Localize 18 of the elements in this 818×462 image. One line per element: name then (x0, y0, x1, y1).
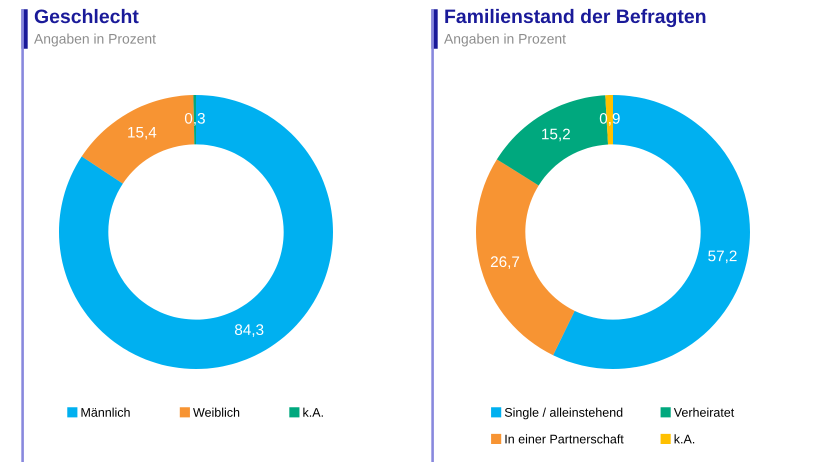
legend-label: k.A. (674, 434, 694, 444)
chart-title: Geschlecht (34, 8, 139, 24)
data-label: 15,2 (542, 128, 570, 142)
legend-label: In einer Partnerschaft (505, 434, 624, 444)
donut-slice (476, 159, 575, 356)
legend-label: Verheiratet (674, 408, 734, 417)
legend-label: Weiblich (193, 408, 240, 417)
data-label: 84,3 (234, 324, 264, 337)
data-label: 26,7 (490, 256, 520, 269)
chart-subtitle: Angaben in Prozent (444, 34, 566, 46)
legend-label: Männlich (81, 408, 130, 417)
legend-label: k.A. (303, 408, 323, 417)
legend-label: Single / alleinstehend (504, 408, 622, 420)
chart-subtitle: Angaben in Prozent (34, 34, 156, 46)
data-label: 15,4 (128, 126, 156, 140)
chart-title: Familienstand der Befragten (445, 8, 706, 28)
donut-slice (59, 95, 333, 369)
data-label: 57,2 (708, 250, 737, 264)
